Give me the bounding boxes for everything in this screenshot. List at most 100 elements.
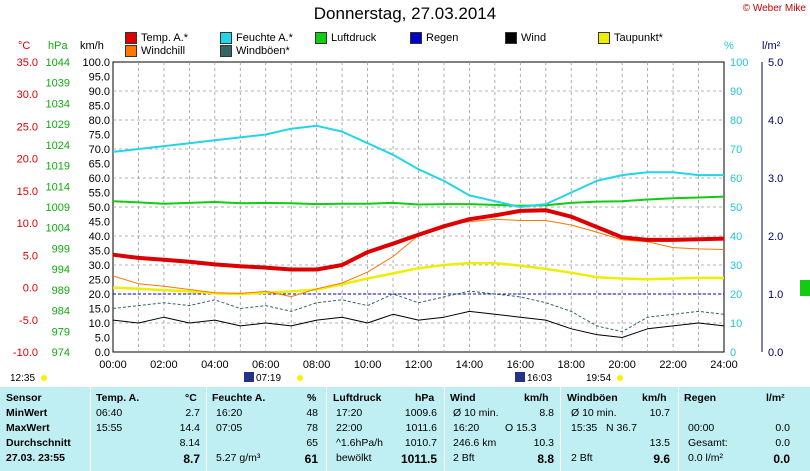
table-cell-press-time: bewölkt [336, 452, 372, 464]
humidity-tick-label: 60 [730, 173, 742, 185]
marker-dot [41, 375, 47, 381]
temp-tick-label: 30.0 [17, 89, 38, 101]
credit-text[interactable]: © Weber Mike [742, 3, 806, 14]
table-cell-press-val: 1010.7 [404, 437, 437, 449]
wind-unit: km/h [80, 40, 104, 52]
table-cell-wind-extra: O 15.3 [505, 422, 537, 434]
table-cell-rain-label: 00:00 [688, 422, 715, 434]
table-cell-rain-label: 0.0 l/m² [688, 452, 724, 464]
axis-ticks: 00:00 02:00 04:00 06:00 08:00 10:00 12:00 14:00… [13, 57, 783, 371]
table-cell-temp-time: 15:55 [96, 422, 123, 434]
side-indicator [800, 280, 810, 296]
rain-unit: l/m² [762, 40, 781, 52]
humidity-tick-label: 90 [730, 86, 742, 98]
pressure-tick-label: 979 [52, 326, 70, 338]
table-header-humidity: Feuchte A. [212, 392, 266, 404]
legend-label: Luftdruck [331, 32, 377, 44]
temp-tick-label: -10.0 [13, 347, 38, 359]
wind-tick-label: 25.0 [89, 275, 110, 287]
series-line-luftdruck [112, 195, 725, 207]
legend-label: Regen [426, 32, 459, 44]
legend-label: Feuchte A.* [236, 32, 293, 44]
legend-swatch [505, 32, 517, 44]
time-marker-left: 12:35 [10, 373, 35, 384]
table-cell-label: Durchschnitt [6, 437, 71, 449]
wind-tick-label: 90.0 [89, 86, 110, 98]
x-tick-label: 08:00 [303, 359, 331, 371]
time-marker-right: 19:54 [586, 373, 611, 384]
temp-unit: °C [18, 40, 31, 52]
humidity-tick-label: 40 [730, 231, 742, 243]
table-cell-hum-time: 16:20 [216, 407, 243, 419]
table-cell-wind-val: 10.3 [533, 437, 554, 449]
pressure-tick-label: 1019 [46, 161, 70, 173]
rain-tick-label: 1.0 [768, 289, 783, 301]
table-cell-gust-val: 9.6 [653, 452, 670, 466]
table-cell-label: MinWert [6, 407, 48, 419]
grid [113, 62, 724, 352]
table-cell-hum-time: 5.27 g/m³ [216, 452, 261, 464]
series-lines [112, 124, 725, 338]
x-tick-label: 12:00 [405, 359, 433, 371]
table-cell-press-time: 22:00 [336, 422, 363, 434]
wind-tick-label: 70.0 [89, 144, 110, 156]
legend-swatch [315, 32, 327, 44]
sunset-icon [515, 372, 525, 382]
table-cell-press-val: 1011.5 [400, 452, 437, 466]
table-header-temp: Temp. A. [96, 392, 140, 404]
table-cell-rain-label: Gesamt: [688, 437, 728, 449]
legend-label: Wind [521, 32, 547, 44]
table-cell-gust-label: 2 Bft [571, 452, 593, 464]
temp-tick-label: 10.0 [17, 218, 38, 230]
wind-tick-label: 65.0 [89, 159, 110, 171]
x-tick-label: 14:00 [456, 359, 484, 371]
table-header-humidity-unit: % [307, 392, 317, 404]
series-line-windben [112, 290, 725, 333]
humidity-tick-label: 20 [730, 289, 742, 301]
wind-tick-label: 80.0 [89, 115, 110, 127]
legend-swatch [410, 32, 422, 44]
legend-item-temp: Temp. A.* [125, 32, 188, 44]
col-divider [560, 387, 561, 471]
statistics-table: Sensor Temp. A. °C Feuchte A. % Luftdruc… [0, 387, 810, 471]
pressure-tick-label: 989 [52, 285, 70, 297]
pressure-tick-label: 994 [52, 264, 70, 276]
pressure-tick-label: 984 [52, 306, 70, 318]
humidity-unit: % [724, 40, 734, 52]
legend-item-rain: Regen [410, 32, 458, 44]
table-cell-rain-val: 0.0 [775, 437, 790, 449]
table-cell-gust-val: 13.5 [649, 437, 670, 449]
pressure-tick-label: 1044 [46, 57, 70, 69]
humidity-tick-label: 50 [730, 202, 742, 214]
legend-swatch [220, 32, 232, 44]
table-cell-gust-label: 15:35 [571, 422, 598, 434]
pressure-tick-label: 1014 [46, 181, 70, 193]
table-cell-press-val: 1009.6 [404, 407, 437, 419]
series-line-tempa [112, 208, 725, 272]
wind-tick-label: 55.0 [89, 188, 110, 200]
col-divider [206, 387, 207, 471]
x-tick-label: 10:00 [354, 359, 382, 371]
temp-tick-label: 0.0 [23, 283, 38, 295]
pressure-tick-label: 1024 [46, 140, 70, 152]
table-header-temp-unit: °C [185, 392, 197, 404]
table-cell-gust-extra: N 36.7 [606, 422, 637, 434]
humidity-tick-label: 100 [730, 57, 748, 69]
humidity-tick-label: 0 [730, 347, 736, 359]
pressure-tick-label: 1039 [46, 78, 70, 90]
marker-dot [297, 375, 303, 381]
x-tick-label: 20:00 [608, 359, 636, 371]
table-cell-wind-label: 2 Bft [453, 452, 475, 464]
pressure-tick-label: 1009 [46, 202, 70, 214]
weather-chart: 00:00 02:00 04:00 06:00 08:00 10:00 12:00 14:00… [10, 57, 810, 384]
wind-tick-label: 20.0 [89, 289, 110, 301]
table-header-gusts-unit: km/h [642, 392, 667, 404]
series-line-wind [112, 310, 725, 338]
legend-item-wind: Wind [505, 32, 546, 44]
chart-title: Donnerstag, 27.03.2014 [313, 4, 497, 23]
wind-tick-label: 0.0 [95, 347, 110, 359]
legend-label: Taupunkt* [614, 32, 663, 44]
table-cell-hum-val: 61 [304, 452, 318, 466]
wind-tick-label: 40.0 [89, 231, 110, 243]
wind-tick-label: 85.0 [89, 101, 110, 113]
